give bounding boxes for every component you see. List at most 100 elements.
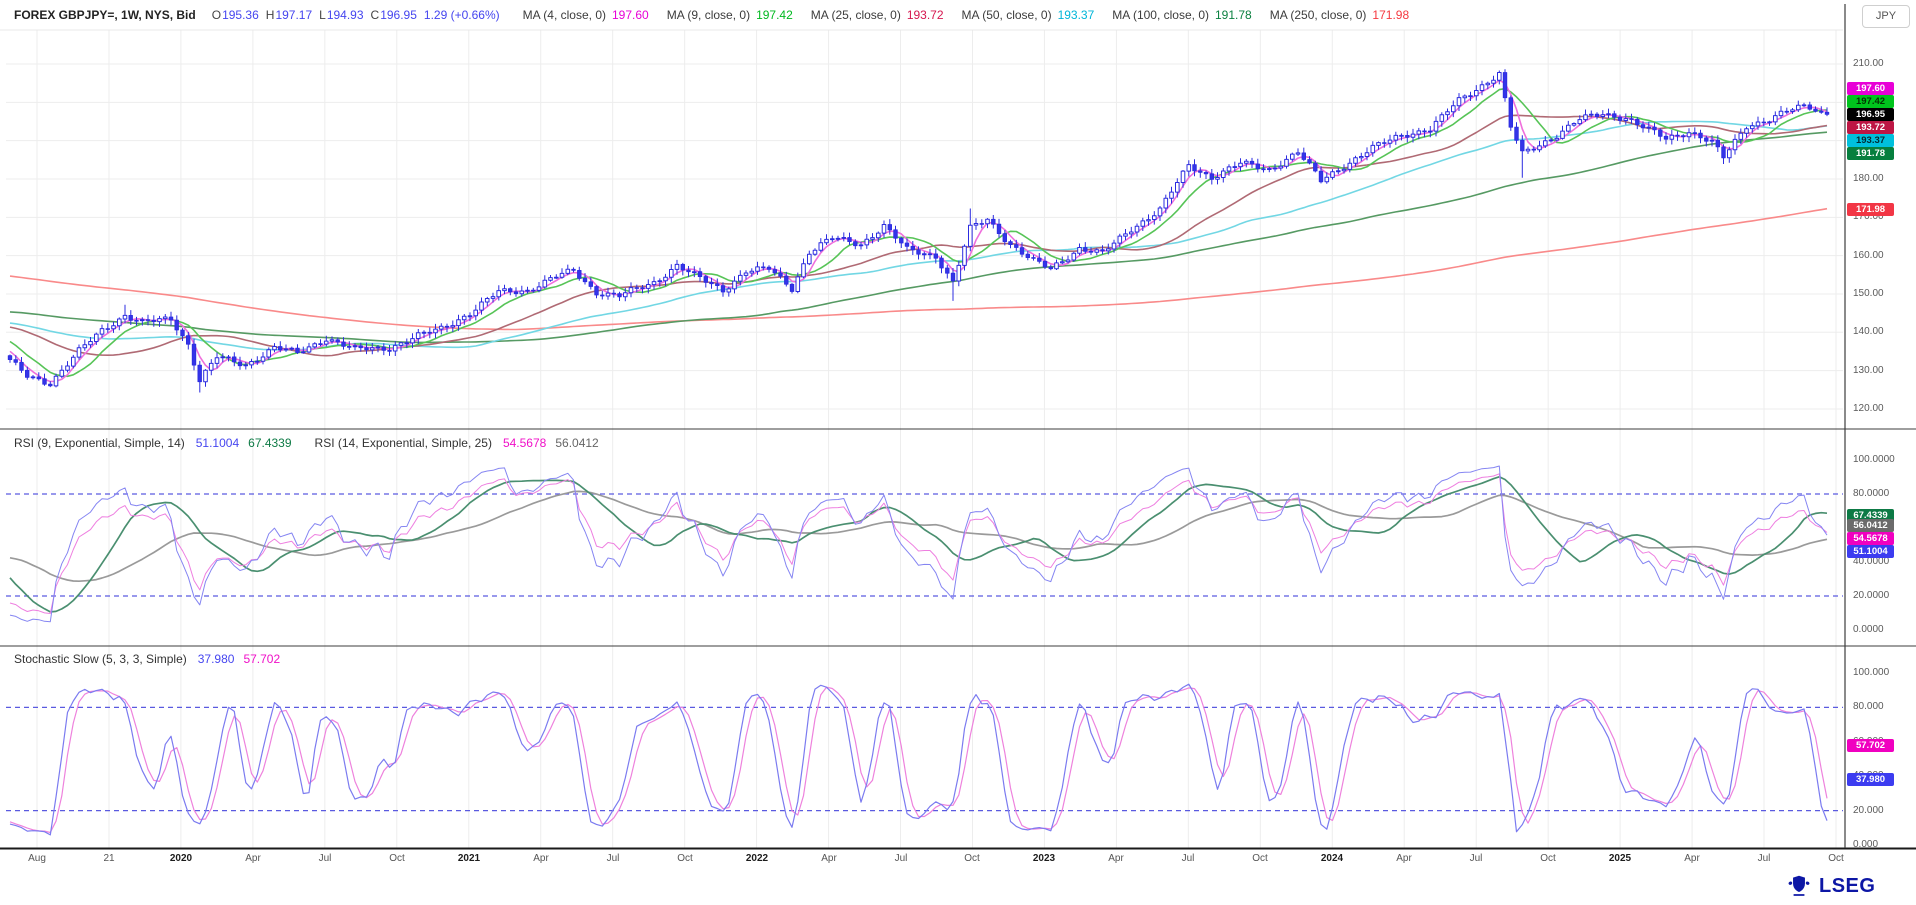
ma-legend-label: MA (50, close, 0): [961, 8, 1052, 22]
stochastic-k-value: 37.980: [197, 652, 235, 666]
ohlc-readout: O 195.36 H 197.17 L 194.93 C 196.95 1.29 (+0.66%…: [212, 8, 507, 22]
ohlc-value: 195.36: [222, 8, 259, 22]
rsi2-signal-value: 56.0412: [555, 436, 599, 450]
price-axis-label: 140.00: [1853, 326, 1884, 337]
rsi-axis-label: 80.0000: [1853, 488, 1890, 499]
x-axis-label: 2021: [457, 853, 481, 864]
price-value-badge: 191.78: [1847, 147, 1894, 160]
ma-legend-value: 197.60: [612, 8, 649, 22]
ma-legend-value: 197.42: [756, 8, 793, 22]
x-axis-label: 21: [103, 853, 115, 864]
stochastic-d-line: [9, 686, 1828, 834]
x-axis-label: Oct: [1252, 853, 1268, 864]
x-axis-label: Jul: [1181, 853, 1195, 864]
x-axis-label: Apr: [533, 853, 549, 864]
chart-legend-bar: FOREX GBPJPY=, 1W, NYS, Bid O 195.36 H 197.…: [0, 0, 1857, 30]
rsi-axis-label: 100.0000: [1853, 454, 1895, 465]
rsi9-signal-line: [9, 475, 1828, 613]
price-axis-label: 170.00: [1853, 211, 1884, 222]
x-axis-label: Oct: [389, 853, 405, 864]
ma-legend-value: 193.72: [906, 8, 944, 22]
rsi9-line: [9, 465, 1828, 623]
rsi-value-badge: 51.1004: [1847, 545, 1894, 558]
price-value-badge: 197.60: [1847, 82, 1894, 95]
ohlc-value: 196.95: [380, 8, 417, 22]
rsi-panel-header[interactable]: RSI (9, Exponential, Simple, 14) 51.1004…: [14, 436, 599, 450]
rsi-axis-label: 40.0000: [1853, 556, 1890, 567]
rsi-value-badge: 67.4339: [1847, 509, 1894, 522]
x-axis-label: Jul: [318, 853, 332, 864]
ma-9-line: [9, 87, 1828, 378]
ma-legend-item-50[interactable]: MA (50, close, 0) 193.37: [962, 8, 1095, 22]
ma-legend-item-9[interactable]: MA (9, close, 0) 197.42: [667, 8, 793, 22]
ma-legend-label: MA (25, close, 0): [810, 8, 901, 22]
ma-legend-label: MA (250, close, 0): [1269, 8, 1367, 22]
x-axis-label: Aug: [28, 853, 46, 864]
ohlc-label: L: [319, 8, 326, 22]
stoch-axis-label: 100.000: [1853, 667, 1890, 678]
ma-legend-item-25[interactable]: MA (25, close, 0) 193.72: [811, 8, 944, 22]
ma-legend-item-4[interactable]: MA (4, close, 0) 197.60: [523, 8, 649, 22]
price-value-badge: 193.37: [1847, 134, 1894, 147]
x-axis-label: Apr: [1684, 853, 1700, 864]
stoch-axis-label: 20.000: [1853, 805, 1884, 816]
price-axis-label: 160.00: [1853, 250, 1884, 261]
stoch-axis-label: 0.000: [1853, 839, 1879, 850]
candles-up: [30, 72, 1807, 387]
rsi-value-badge: 56.0412: [1847, 519, 1894, 532]
ohlc-label: O: [211, 8, 222, 22]
rsi2-label: RSI (14, Exponential, Simple, 25): [314, 436, 492, 450]
x-axis-label: Jul: [1469, 853, 1483, 864]
stochastic-label: Stochastic Slow (5, 3, 3, Simple): [14, 652, 187, 666]
price-value-badge: 193.72: [1847, 121, 1894, 134]
rsi1-label: RSI (9, Exponential, Simple, 14): [14, 436, 185, 450]
ohlc-value: 194.93: [326, 8, 364, 22]
x-axis-label: 2023: [1032, 853, 1056, 864]
stoch-axis-label: 80.000: [1853, 701, 1884, 712]
rsi2-value: 54.5678: [502, 436, 547, 450]
price-value-badge: 196.95: [1847, 108, 1894, 121]
ma-legend-label: MA (4, close, 0): [522, 8, 606, 22]
x-axis-label: Apr: [245, 853, 261, 864]
ohlc-value: 197.17: [275, 8, 313, 22]
x-axis-label: Oct: [964, 853, 980, 864]
rsi-axis-label: 0.0000: [1853, 624, 1884, 635]
rsi1-signal-value: 67.4339: [248, 436, 292, 450]
rsi14-line: [9, 473, 1828, 614]
stochastic-d-value: 57.702: [243, 652, 281, 666]
x-axis-label: Jul: [894, 853, 908, 864]
price-value-badge: 171.98: [1847, 203, 1894, 216]
ma-legend-value: 193.37: [1057, 8, 1095, 22]
price-axis-label: 180.00: [1853, 173, 1884, 184]
x-axis-label: Apr: [1108, 853, 1124, 864]
lseg-wordmark: LSEG: [1819, 874, 1876, 897]
ma-250-line: [9, 207, 1828, 331]
stoch-value-badge: 37.980: [1847, 773, 1894, 786]
ma-25-line: [9, 114, 1828, 357]
instrument-title[interactable]: FOREX GBPJPY=, 1W, NYS, Bid: [14, 8, 196, 22]
change-value: 1.29 (+0.66%): [423, 8, 500, 22]
ma-legend-label: MA (100, close, 0): [1112, 8, 1209, 22]
candles-down: [7, 72, 1830, 387]
price-axis-label: 210.00: [1853, 58, 1884, 69]
ohlc-label: C: [370, 8, 380, 22]
ma-legend-value: 191.78: [1215, 8, 1252, 22]
lseg-crest-icon: [1788, 875, 1810, 896]
ohlc-label: H: [265, 8, 275, 22]
ma-legend: MA (4, close, 0) 197.60 MA (9, close, 0) 19…: [523, 8, 1428, 22]
ma-legend-value: 171.98: [1372, 8, 1410, 22]
x-axis-label: 2025: [1608, 853, 1632, 864]
x-axis-label: Apr: [1396, 853, 1412, 864]
currency-button[interactable]: JPY: [1862, 5, 1910, 28]
ma-legend-item-100[interactable]: MA (100, close, 0) 191.78: [1112, 8, 1251, 22]
x-axis-label: 2024: [1320, 853, 1344, 864]
ma-legend-item-250[interactable]: MA (250, close, 0) 171.98: [1270, 8, 1409, 22]
x-axis-label: Jul: [606, 853, 620, 864]
ma-legend-label: MA (9, close, 0): [666, 8, 751, 22]
stochastic-panel-header[interactable]: Stochastic Slow (5, 3, 3, Simple) 37.980…: [14, 652, 280, 666]
x-axis-label: Oct: [677, 853, 693, 864]
lseg-logo: LSEG: [1786, 871, 1875, 901]
x-axis-label: Jul: [1757, 853, 1771, 864]
